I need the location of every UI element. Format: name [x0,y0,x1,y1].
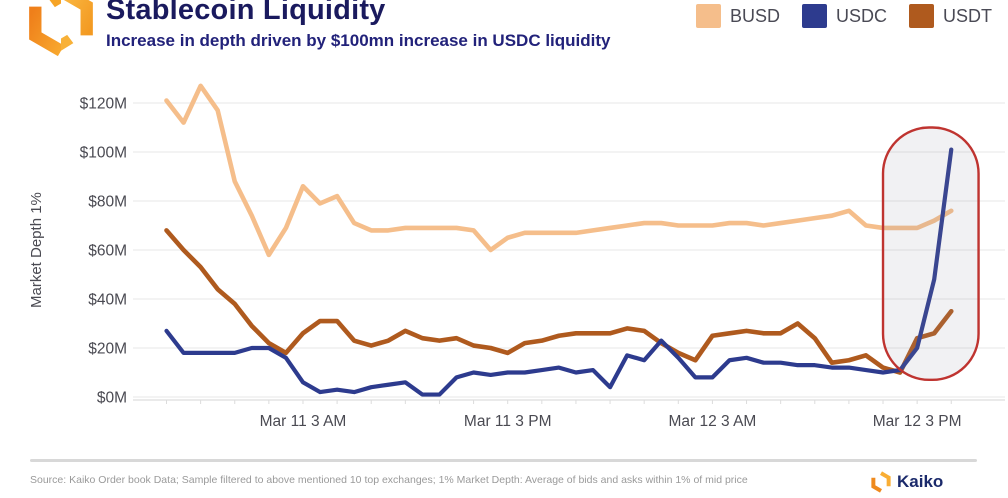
legend-item-usdc: USDC [801,4,887,28]
y-tick-label: $0M [97,390,127,407]
busd-swatch-icon [695,4,721,28]
usdc-line [164,147,954,397]
y-tick-label: $20M [88,341,127,358]
footer-divider [30,459,977,462]
brand-mark: Kaiko [870,471,943,493]
source-note: Source: Kaiko Order book Data; Sample fi… [30,474,748,486]
usdt-line [164,228,954,375]
chart-svg: $120M $100M $80M $60M $40M $20M $0M Mar 11 3 AM… [80,83,1005,430]
busd-line [164,83,954,258]
page-subtitle: Increase in depth driven by $100mn incre… [106,31,611,50]
x-tick-label: Mar 11 3 PM [464,413,552,430]
kaiko-footer-icon [870,471,892,493]
usdt-swatch-icon [909,4,934,28]
chart-legend: BUSD USDC USDT [695,4,992,28]
legend-label-usdc: USDC [835,5,887,26]
y-axis-title: Market Depth 1% [28,192,45,309]
kaiko-logo-icon [24,0,98,58]
y-tick-label: $120M [80,96,127,113]
usdc-swatch-icon [801,4,827,28]
y-tick-label: $80M [88,194,127,211]
x-tick-label: Mar 12 3 PM [873,413,962,430]
legend-item-usdt: USDT [909,4,992,28]
y-tick-label: $40M [88,292,127,309]
legend-label-usdt: USDT [943,5,992,26]
x-tick-label: Mar 11 3 AM [260,413,347,430]
legend-label-busd: BUSD [729,5,780,26]
x-tick-label: Mar 12 3 AM [668,413,756,430]
usdc-spike-highlight [881,126,980,382]
page-title: Stablecoin Liquidity [106,0,386,26]
y-tick-label: $100M [80,145,127,162]
y-tick-label: $60M [88,243,127,260]
legend-item-busd: BUSD [695,4,780,28]
brand-name: Kaiko [897,472,944,491]
